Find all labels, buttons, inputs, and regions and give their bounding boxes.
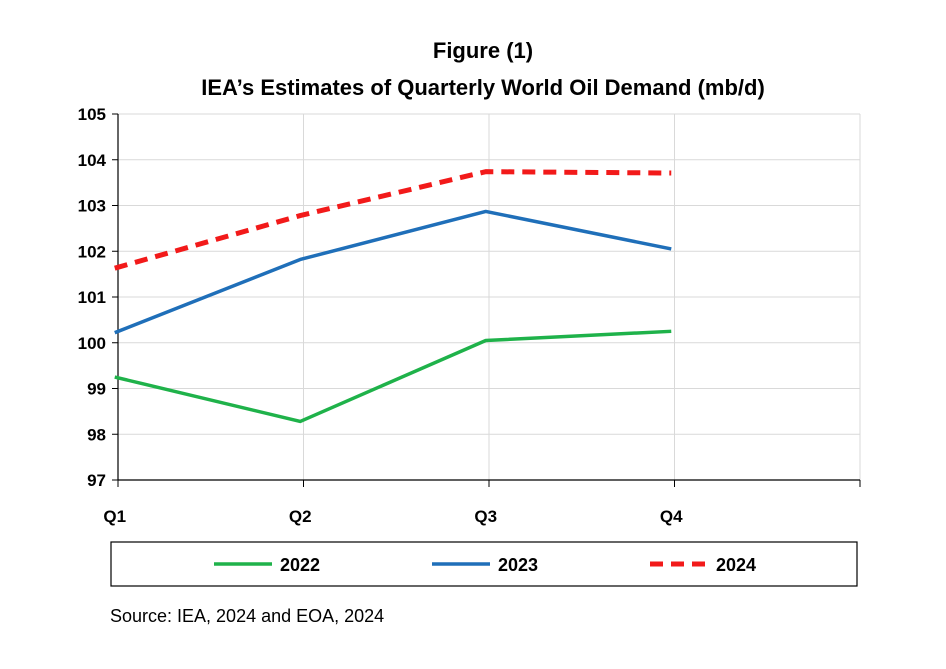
legend-label: 2023 xyxy=(498,555,538,575)
series-line-2024 xyxy=(114,169,672,271)
x-tick-label: Q2 xyxy=(289,507,312,526)
y-tick-labels: 97 98 99 100 101 102 103 104 105 xyxy=(78,105,107,490)
chart-title: Figure (1) xyxy=(433,38,533,63)
y-tick-label: 101 xyxy=(78,288,106,307)
y-tick-label: 98 xyxy=(87,425,106,444)
y-tick-label: 97 xyxy=(87,471,106,490)
y-tick-label: 103 xyxy=(78,197,106,216)
y-tick-label: 105 xyxy=(78,105,106,124)
chart-subtitle: IEA’s Estimates of Quarterly World Oil D… xyxy=(201,75,765,100)
x-tick-label: Q1 xyxy=(103,507,126,526)
x-tick-labels: Q1 Q2 Q3 Q4 xyxy=(103,507,683,526)
legend-label: 2022 xyxy=(280,555,320,575)
y-tick-label: 100 xyxy=(78,334,106,353)
x-tick-label: Q3 xyxy=(474,507,497,526)
x-tick-label: Q4 xyxy=(660,507,683,526)
y-tick-label: 99 xyxy=(87,380,106,399)
series-lines xyxy=(114,169,672,424)
y-tick-label: 102 xyxy=(78,242,106,261)
series-line-2022 xyxy=(114,329,672,424)
y-tick-label: 104 xyxy=(78,151,107,170)
legend: 2022 2023 2024 xyxy=(110,541,858,587)
source-note: Source: IEA, 2024 and EOA, 2024 xyxy=(110,606,384,626)
series-line-2023 xyxy=(114,209,672,335)
axes xyxy=(112,113,861,487)
legend-label: 2024 xyxy=(716,555,756,575)
gridlines xyxy=(118,113,861,480)
